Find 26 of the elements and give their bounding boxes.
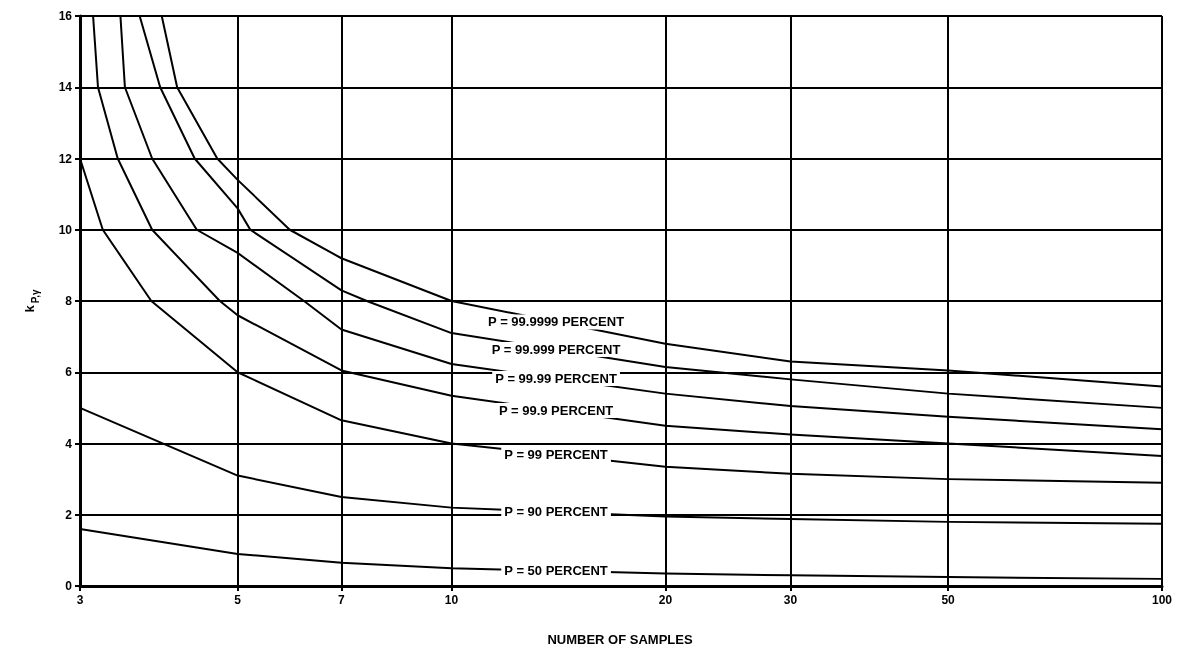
- series-label: P = 99.9 PERCENT: [498, 402, 614, 418]
- x-tick-label: 10: [444, 593, 459, 607]
- series-label: P = 99.99 PERCENT: [495, 371, 617, 387]
- y-tick-label: 6: [65, 365, 73, 380]
- y-tick-label: 10: [58, 222, 73, 237]
- series-label: P = 90 PERCENT: [504, 504, 608, 520]
- x-tick-label: 3: [76, 593, 84, 607]
- y-tick-label: 2: [65, 507, 73, 522]
- series-label: P = 99.9999 PERCENT: [488, 314, 625, 330]
- y-tick-label: 12: [58, 151, 73, 166]
- y-axis-title: kP,γ: [21, 289, 41, 313]
- series-label: P = 99 PERCENT: [504, 447, 608, 463]
- x-tick-label: 30: [783, 593, 798, 607]
- x-tick-label: 20: [658, 593, 673, 607]
- series-label: P = 50 PERCENT: [504, 563, 608, 579]
- y-tick-label: 8: [65, 294, 73, 308]
- x-axis-title: NUMBER OF SAMPLES: [547, 631, 693, 647]
- x-tick-label: 100: [1151, 593, 1173, 607]
- y-tick-label: 16: [58, 9, 73, 23]
- x-tick-label: 5: [234, 593, 242, 607]
- y-tick-label: 14: [58, 80, 73, 95]
- y-tick-label: 0: [65, 579, 73, 593]
- x-tick-label: 7: [338, 593, 346, 607]
- y-tick-label: 4: [65, 436, 73, 451]
- series-label: P = 99.999 PERCENT: [491, 342, 621, 358]
- x-tick-label: 50: [941, 593, 956, 607]
